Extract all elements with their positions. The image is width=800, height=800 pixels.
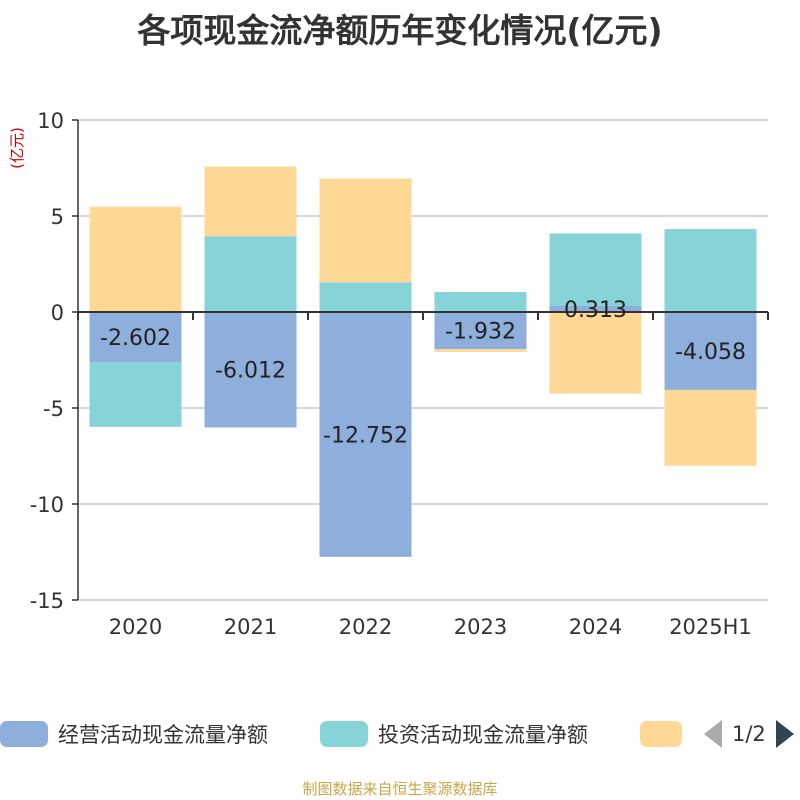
bar-2023-series-1[interactable]: [434, 292, 527, 312]
y-tick-label: -5: [43, 397, 64, 421]
bar-2020-series-1[interactable]: [89, 361, 182, 427]
x-tick-label: 2023: [454, 615, 507, 639]
legend-swatch-investing: [320, 721, 368, 747]
bar-2022-series-2[interactable]: [319, 178, 412, 283]
bar-chart: 10 5 0 -5 -10 -15 2020 2021 2022 2023 2024 2025H1 -…: [8, 109, 769, 639]
bar-2022-series-1[interactable]: [319, 282, 412, 312]
bar-2021-series-2[interactable]: [204, 166, 297, 237]
bar-2024-series-1[interactable]: [549, 233, 642, 306]
legend-swatch-financing: [640, 721, 682, 747]
bar-2025H1-series-0[interactable]: [664, 312, 757, 390]
legend: 经营活动现金流量净额 投资活动现金流量净额: [0, 716, 800, 752]
legend-item-investing[interactable]: 投资活动现金流量净额: [320, 716, 588, 752]
data-label: -6.012: [215, 359, 286, 384]
bar-2021-series-0[interactable]: [204, 312, 297, 428]
legend-pager: 1/2: [700, 716, 800, 752]
y-tick-label: 5: [51, 205, 64, 229]
y-tick-label: -15: [30, 589, 64, 613]
bar-2023-series-0[interactable]: [434, 312, 527, 350]
legend-item-financing[interactable]: [640, 716, 682, 752]
y-tick-label: 10: [37, 109, 64, 133]
data-label: -1.932: [445, 320, 516, 345]
legend-swatch-operating: [0, 721, 48, 747]
x-tick-label: 2021: [224, 615, 277, 639]
bar-2024-series-2[interactable]: [549, 312, 642, 394]
y-tick-label: 0: [51, 301, 64, 325]
axes: 10 5 0 -5 -10 -15 2020 2021 2022 2023 2024 2025H1: [30, 109, 769, 639]
chart-title: 各项现金流净额历年变化情况(亿元): [137, 11, 663, 50]
bar-2025H1-series-1[interactable]: [664, 229, 757, 312]
grid-lines: [78, 119, 768, 601]
y-tick-label: -10: [30, 493, 64, 517]
x-tick-label: 2025H1: [669, 615, 752, 639]
legend-item-operating[interactable]: 经营活动现金流量净额: [0, 716, 268, 752]
pager-prev-icon[interactable]: [704, 720, 722, 748]
bar-2024-series-0[interactable]: [549, 305, 642, 312]
footer-source: 制图数据来自恒生聚源数据库: [302, 780, 498, 798]
pager-next-icon[interactable]: [775, 720, 794, 748]
data-label: -12.752: [323, 423, 408, 448]
legend-label-operating: 经营活动现金流量净额: [58, 723, 268, 747]
bar-2020-series-0[interactable]: [89, 312, 182, 362]
x-tick-label: 2020: [109, 615, 162, 639]
y-axis-unit: (亿元): [8, 127, 26, 169]
data-label: 0.313: [564, 298, 627, 323]
bar-2025H1-series-2[interactable]: [664, 389, 757, 466]
bar-2022-series-0[interactable]: [319, 312, 412, 557]
bars: [89, 166, 757, 557]
pager-text: 1/2: [732, 722, 766, 746]
bar-2020-series-2[interactable]: [89, 206, 182, 312]
x-tick-label: 2022: [339, 615, 392, 639]
data-labels: -2.602 -6.012 -12.752 -1.932 0.313 -4.058: [100, 298, 746, 448]
data-label: -4.058: [675, 340, 746, 365]
x-tick-label: 2024: [569, 615, 622, 639]
data-label: -2.602: [100, 326, 171, 351]
bar-2021-series-1[interactable]: [204, 236, 297, 312]
legend-label-investing: 投资活动现金流量净额: [378, 723, 588, 747]
bar-2023-series-2[interactable]: [434, 349, 527, 352]
